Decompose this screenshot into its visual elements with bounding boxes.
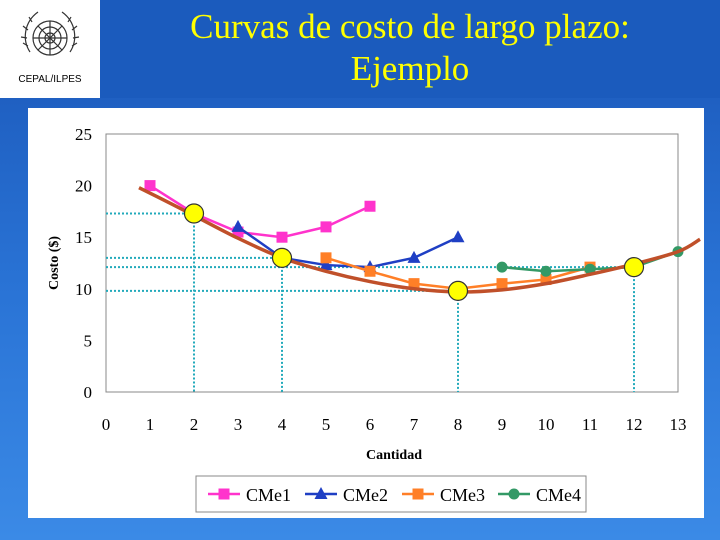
- guide-lines: [106, 212, 635, 392]
- legend-marker-cme2: [314, 487, 328, 499]
- title-line-1: Curvas de costo de largo plazo:: [190, 7, 630, 46]
- x-tick-label: 0: [102, 415, 111, 434]
- x-tick-label: 11: [582, 415, 598, 434]
- x-tick-label: 5: [322, 415, 331, 434]
- envelope-layer: [138, 186, 701, 294]
- y-tick-label: 20: [75, 177, 92, 196]
- long-run-cost-curve: [138, 186, 701, 294]
- data-point-cme1: [144, 180, 156, 192]
- tangency-point: [623, 257, 645, 278]
- y-tick-label: 25: [75, 125, 92, 144]
- x-tick-label: 12: [626, 415, 643, 434]
- org-caption: CEPAL/ILPES: [18, 74, 82, 85]
- tangency-layer: [183, 203, 645, 301]
- data-point-cme4: [496, 261, 508, 273]
- x-tick-label: 3: [234, 415, 243, 434]
- legend-marker-cme1: [218, 488, 230, 500]
- data-point-cme1: [232, 226, 244, 238]
- x-axis-label: Cantidad: [366, 448, 422, 463]
- data-point-cme2: [231, 219, 245, 232]
- x-tick-label: 9: [498, 415, 507, 434]
- data-point-cme3: [320, 252, 332, 264]
- data-point-cme3: [540, 274, 552, 286]
- header-band: [0, 0, 720, 98]
- chart-panel: 0 5 10 15 20 25 0 1 2 3 4 5 6 7 8 9 10 11 12 13 Cantidad Co…: [28, 108, 704, 518]
- x-tick-label: 6: [366, 415, 375, 434]
- data-point-cme1: [364, 200, 376, 212]
- y-axis-label: Costo ($): [47, 236, 62, 290]
- tangency-point: [183, 203, 205, 224]
- title-line-2: Ejemplo: [350, 49, 470, 88]
- legend-label-cme4: CMe4: [536, 485, 581, 505]
- legend-marker-cme3: [412, 488, 424, 500]
- un-emblem-icon: [20, 11, 80, 56]
- data-point-cme3: [364, 265, 376, 277]
- page-title: Curvas de costo de largo plazo: Ejemplo: [100, 6, 720, 90]
- data-point-cme2: [407, 250, 421, 263]
- data-point-cme3: [408, 278, 420, 290]
- y-tick-label: 15: [75, 228, 92, 247]
- y-tick-label: 5: [84, 331, 93, 350]
- logo: CEPAL/ILPES: [0, 0, 100, 98]
- x-tick-label: 1: [146, 415, 155, 434]
- series-line-cme2: [237, 225, 459, 269]
- y-tick-label: 0: [84, 383, 93, 402]
- legend-label-cme1: CMe1: [246, 485, 291, 505]
- tangency-point: [447, 280, 469, 301]
- chart-axes: [105, 133, 679, 393]
- series-layer: [144, 180, 684, 295]
- x-tick-label: 13: [670, 415, 687, 434]
- chart-legend: CMe1 CMe2 CMe3 CMe4: [195, 475, 587, 513]
- data-point-cme2: [451, 230, 465, 243]
- x-tick-label: 10: [538, 415, 555, 434]
- data-point-cme2: [319, 258, 333, 271]
- x-tick-label: 7: [410, 415, 419, 434]
- data-point-cme4: [540, 265, 552, 277]
- x-tick-label: 4: [278, 415, 287, 434]
- legend-label-cme2: CMe2: [343, 485, 388, 505]
- x-tick-label: 8: [454, 415, 463, 434]
- tangency-point: [271, 247, 293, 268]
- legend-marker-cme4: [508, 488, 520, 500]
- x-tick-label: 2: [190, 415, 199, 434]
- legend-label-cme3: CMe3: [440, 485, 485, 505]
- data-point-cme3: [496, 278, 508, 290]
- y-tick-label: 10: [75, 280, 92, 299]
- data-point-cme1: [276, 231, 288, 243]
- plot-frame: [105, 133, 679, 393]
- data-point-cme4: [584, 263, 596, 275]
- data-point-cme1: [320, 221, 332, 233]
